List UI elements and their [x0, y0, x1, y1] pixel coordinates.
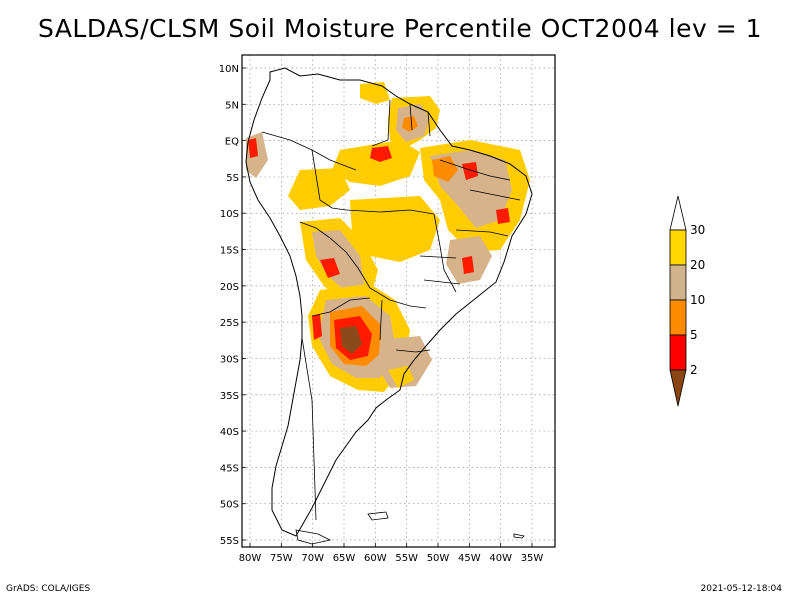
shade-ecuador-red [248, 138, 258, 158]
footer-timestamp: 2021-05-12-18:04 [700, 584, 783, 594]
lon-tick-label: 75W [270, 553, 293, 564]
lat-tick-label: 45S [220, 463, 239, 474]
lat-tick-label: 40S [220, 427, 239, 438]
lon-tick-label: 60W [364, 553, 387, 564]
lat-tick-label: 30S [220, 354, 239, 365]
map-frame [241, 54, 556, 548]
colorbar-segment-5-10 [669, 299, 687, 336]
map-title: SALDAS/CLSM Soil Moisture Percentile OCT… [37, 14, 762, 43]
shade-central-brazil [350, 196, 440, 262]
continent-coastline [245, 67, 533, 537]
lon-tick-label: 40W [489, 553, 512, 564]
south-georgia-islet [513, 533, 525, 539]
colorbar-segment-2-5 [669, 334, 687, 371]
longitude-axis: 80W 75W 70W 65W 60W 55W 50W 45W 40W 35W [239, 543, 544, 564]
falkland-islands [367, 511, 389, 521]
shade-north-central-red [370, 146, 392, 162]
lat-tick-label: 5N [225, 100, 239, 111]
shade-northeast-red [462, 162, 478, 180]
colorbar-label-30: 30 [690, 223, 705, 237]
shade-uruguay-yellow [388, 366, 414, 388]
colorbar-label-20: 20 [690, 258, 705, 272]
lat-tick-label: 25S [220, 318, 239, 329]
shade-guiana-red [402, 116, 418, 132]
shade-west-amazon [288, 168, 350, 210]
lat-tick-label: 10S [220, 209, 239, 220]
percentile-shading [246, 82, 530, 392]
colorbar-segment-10-20 [669, 264, 687, 301]
colorbar-label-5: 5 [690, 328, 698, 342]
shade-chaco-brown [340, 326, 362, 354]
lat-tick-label: EQ [225, 137, 239, 148]
shade-andes-red [312, 314, 322, 340]
shade-central-red [462, 256, 474, 274]
shade-bolivia-tan [312, 230, 364, 292]
colorbar: 30 20 10 5 2 [669, 195, 705, 407]
colorbar-top-triangle [669, 195, 687, 231]
lon-tick-label: 35W [521, 553, 544, 564]
lon-tick-label: 70W [301, 553, 324, 564]
colorbar-label-2: 2 [690, 363, 698, 377]
lon-tick-label: 80W [239, 553, 262, 564]
lon-tick-label: 50W [427, 553, 450, 564]
lon-tick-label: 55W [395, 553, 418, 564]
shade-venezuela [360, 82, 390, 104]
latitude-axis: 10N 5N EQ 5S 10S 15S 20S 25S 30S 35S 40S 45S 50S 55S [219, 64, 246, 547]
tierra-del-fuego [295, 529, 332, 545]
lat-tick-label: 35S [220, 391, 239, 402]
lat-tick-label: 50S [220, 500, 239, 511]
lat-tick-label: 5S [226, 173, 239, 184]
shade-northeast-orange [432, 156, 458, 182]
shade-northeast-red2 [496, 208, 510, 224]
shade-north-central [332, 140, 420, 186]
colorbar-segment-20-30 [669, 229, 687, 266]
lat-tick-label: 55S [220, 536, 239, 547]
colorbar-label-10: 10 [690, 293, 705, 307]
footer-credit: GrADS: COLA/IGES [6, 584, 91, 594]
shade-bolivia-red [320, 258, 340, 278]
lat-tick-label: 15S [220, 246, 239, 257]
lon-tick-label: 65W [333, 553, 356, 564]
lat-tick-label: 10N [219, 64, 239, 75]
country-borders [261, 99, 521, 521]
lat-tick-label: 20S [220, 282, 239, 293]
colorbar-bottom-triangle [669, 369, 687, 407]
lon-tick-label: 45W [458, 553, 481, 564]
